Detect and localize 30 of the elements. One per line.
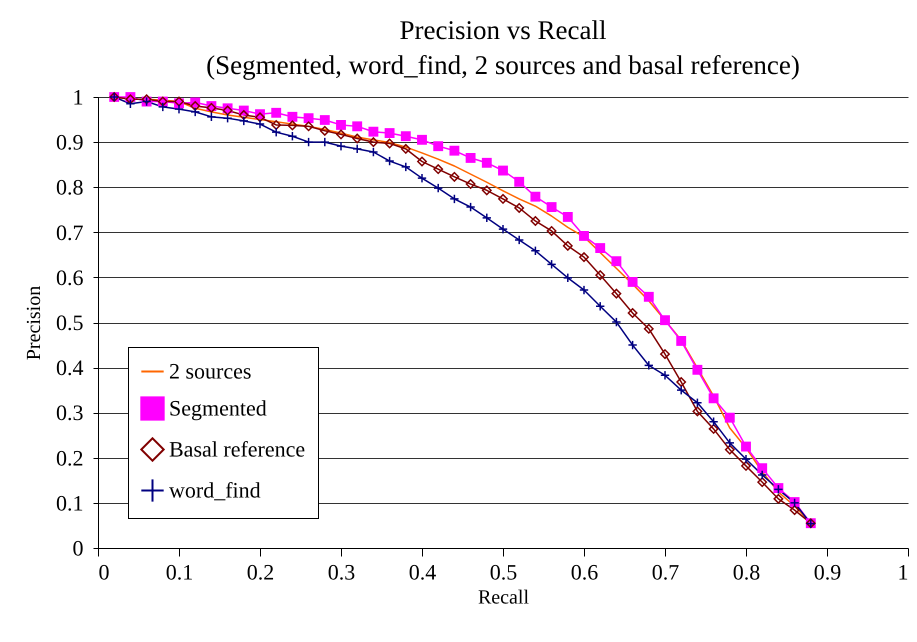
legend-label: Segmented (169, 396, 267, 420)
x-tick-label: 0.3 (328, 560, 356, 584)
y-tick-label: 0.6 (56, 264, 84, 290)
y-tick-label: 1 (72, 84, 84, 110)
y-tick-label: 0.7 (56, 220, 84, 245)
x-tick-label: 0.9 (814, 560, 842, 584)
x-axis-title: Recall (478, 586, 530, 608)
x-tick-label: 1 (898, 560, 908, 584)
y-tick-label: 0.5 (56, 310, 84, 335)
y-tick-label: 0.4 (56, 355, 84, 380)
x-tick-label: 0.6 (570, 560, 598, 584)
y-tick-label: 0.2 (56, 445, 84, 470)
y-tick-label: 0 (72, 536, 84, 560)
x-tick-label: 0.7 (652, 560, 680, 584)
x-tick-label: 0.8 (732, 560, 760, 584)
x-tick-label: 0.1 (166, 560, 194, 584)
y-tick-label: 0.3 (56, 400, 84, 426)
chart-title: Precision vs Recall (400, 15, 606, 45)
x-tick-label: 0.5 (490, 560, 518, 584)
legend-label: 2 sources (169, 358, 252, 384)
y-axis-title: Precision (23, 286, 45, 360)
y-tick-label: 0.9 (56, 130, 84, 155)
legend-label: Basal reference (169, 436, 306, 462)
y-tick-label: 0.1 (56, 490, 84, 516)
x-tick-label: 0.4 (408, 560, 436, 584)
y-tick-label: 0.8 (56, 174, 84, 200)
chart-subtitle: (Segmented, word_find, 2 sources and basal reference) (206, 50, 800, 80)
x-tick-label: 0 (98, 560, 110, 584)
x-tick-label: 0.2 (246, 560, 274, 584)
legend-label: word_find (169, 478, 261, 502)
